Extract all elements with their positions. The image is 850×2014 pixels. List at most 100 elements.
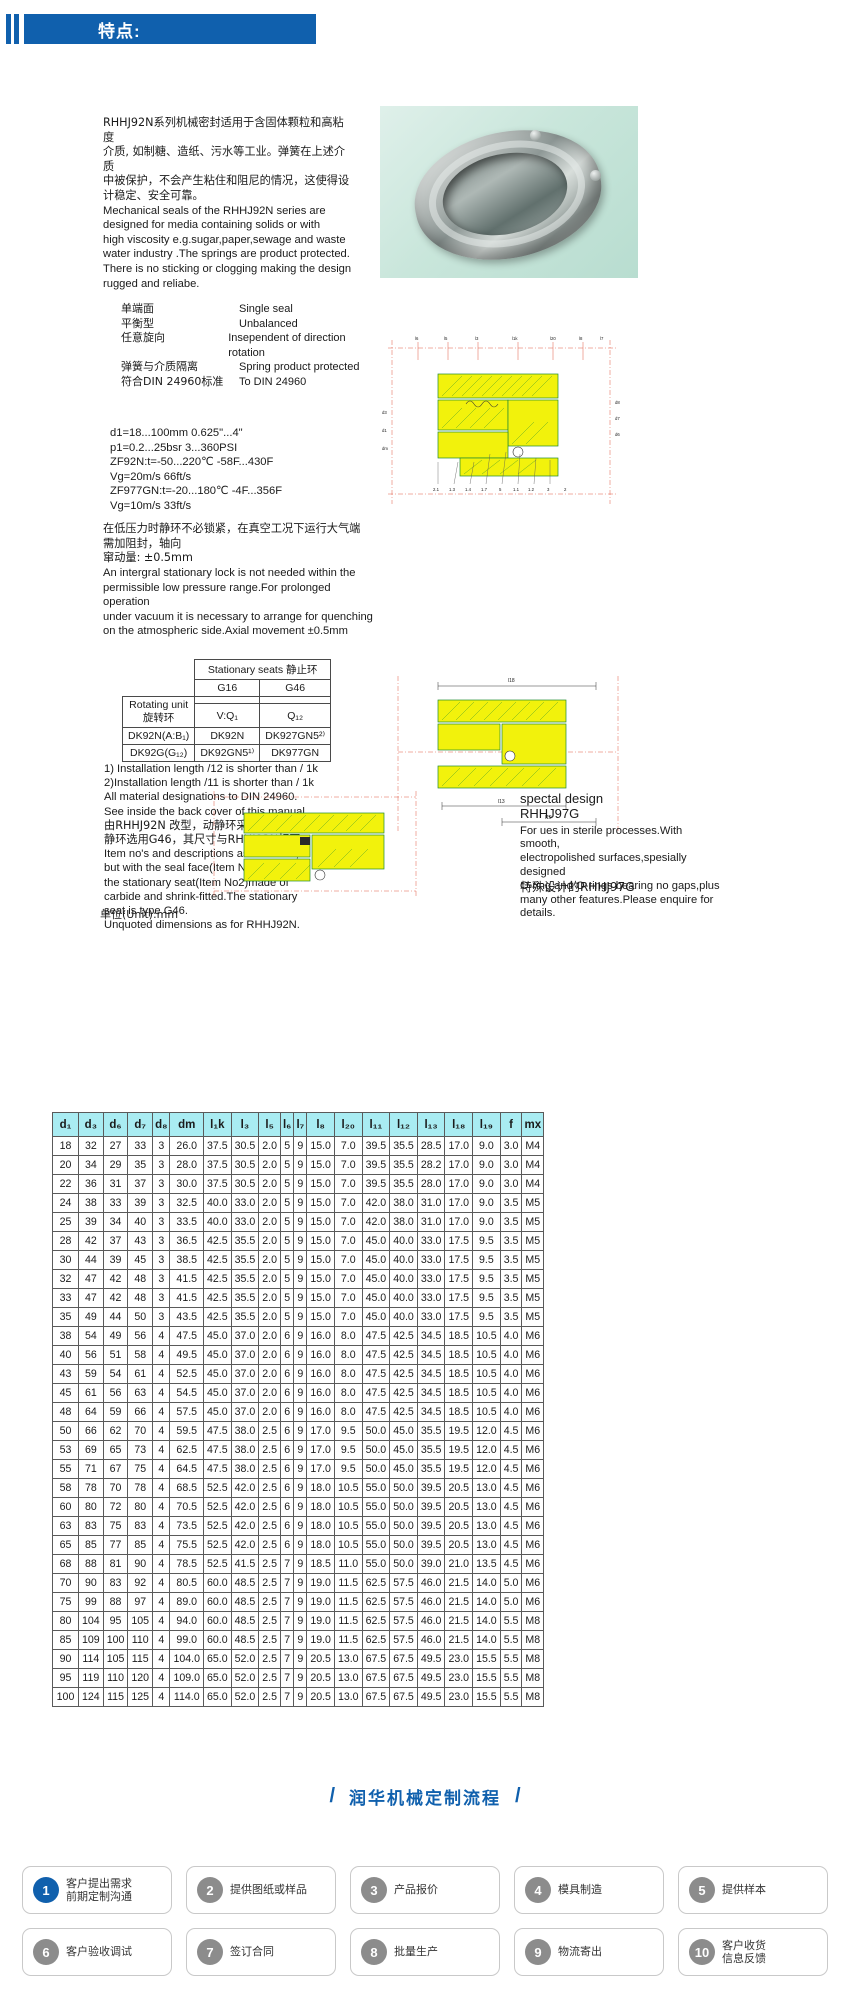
dimension-cell: 39 <box>127 1193 154 1213</box>
dimension-cell: 6 <box>279 1345 295 1365</box>
flow-step-card[interactable]: 7 签订合同 <box>186 1928 336 1976</box>
dimension-cell: 50.0 <box>389 1516 418 1536</box>
spec-pair-cn: 单端面 <box>121 302 154 315</box>
flow-step-card[interactable]: 3 产品报价 <box>350 1866 500 1914</box>
flow-step-number: 1 <box>33 1877 59 1903</box>
dimension-cell: 33.0 <box>230 1193 260 1213</box>
dimension-cell: 35 <box>127 1155 154 1175</box>
dimension-cell: 20.5 <box>306 1668 335 1688</box>
dimension-cell: 17.5 <box>444 1269 474 1289</box>
dimension-cell: 19.5 <box>444 1421 474 1441</box>
flow-step-card[interactable]: 6 客户验收调试 <box>22 1928 172 1976</box>
dimension-cell: 15.5 <box>472 1649 501 1669</box>
spec-pair-en: Insependent of direction rotation <box>228 332 346 359</box>
flow-step-card[interactable]: 4 模具制造 <box>514 1866 664 1914</box>
dimension-cell: 34.5 <box>416 1326 446 1346</box>
dimension-cell: 55.0 <box>361 1478 391 1498</box>
dimension-cell: 35.5 <box>230 1288 260 1308</box>
dimension-cell: 19.0 <box>306 1611 335 1631</box>
svg-text:5: 5 <box>499 487 502 492</box>
dimension-cell: 3 <box>152 1155 171 1175</box>
dimension-cell: 45.0 <box>203 1383 232 1403</box>
dimension-cell: M4 <box>521 1136 545 1156</box>
dimension-table-header-row: d₁ d₃ d₆ d₇ d₈ dm l₁k l₃ l₅ l₆ l₇ l₈ l₂₀ l₁₁ l₁₂ l₁₃ l₁₈… <box>52 1112 545 1137</box>
dimension-cell: 27 <box>102 1136 129 1156</box>
dimension-cell: M6 <box>521 1535 545 1555</box>
flow-step-label: 签订合同 <box>230 1945 274 1959</box>
dimension-cell: 40.0 <box>203 1193 232 1213</box>
dimension-cell: 6 <box>279 1364 295 1384</box>
dimension-cell: 50 <box>127 1307 154 1327</box>
dimension-cell: 52.5 <box>203 1535 232 1555</box>
dimension-cell: 9 <box>293 1459 308 1479</box>
flow-step-card[interactable]: 2 提供图纸或样品 <box>186 1866 336 1914</box>
flow-step-number: 2 <box>197 1877 223 1903</box>
vacuum-note-cn-line: 窜动量: ±0.5mm <box>103 551 193 565</box>
flow-title: 润华机械定制流程 <box>349 1789 501 1809</box>
materials-cell: DK927GN5²⁾ <box>259 727 332 745</box>
flow-step-card[interactable]: 8 批量生产 <box>350 1928 500 1976</box>
flow-step-card[interactable]: 10 客户收货 信息反馈 <box>678 1928 828 1976</box>
dimension-cell: 57.5 <box>389 1573 418 1593</box>
dimension-cell: 41.5 <box>230 1554 260 1574</box>
dimension-cell: 110 <box>127 1630 154 1650</box>
dimension-cell: 7 <box>279 1611 295 1631</box>
dimension-cell: 80.5 <box>169 1573 204 1593</box>
dimension-cell: 125 <box>127 1687 154 1707</box>
flow-step-card[interactable]: 1 客户提出需求 前期定制沟通 <box>22 1866 172 1914</box>
vacuum-note-chinese: 在低压力时静环不必锁紧，在真空工况下运行大气端需加阻封，轴向 窜动量: ±0.5… <box>103 522 368 566</box>
materials-rotating-header-cn: 旋转环 <box>142 712 175 724</box>
dimension-cell: 2.5 <box>258 1592 281 1612</box>
dimension-cell: 70.5 <box>169 1497 204 1517</box>
dimension-cell: 65.0 <box>203 1649 232 1669</box>
dimension-cell: 8.0 <box>333 1364 363 1384</box>
dimension-column-header: l₁₂ <box>389 1112 418 1137</box>
dimension-cell: 17.0 <box>444 1155 474 1175</box>
dimension-cell: 7.0 <box>333 1307 363 1327</box>
dimension-cell: 9.0 <box>472 1174 501 1194</box>
dimension-cell: 37.0 <box>230 1402 260 1422</box>
dimension-cell: 50.0 <box>389 1497 418 1517</box>
dimension-cell: 35 <box>52 1307 79 1327</box>
dimension-cell: 9.5 <box>472 1307 501 1327</box>
dimension-table: d₁ d₃ d₆ d₇ d₈ dm l₁k l₃ l₅ l₆ l₇ l₈ l₂₀ l₁₁ l₁₂ l₁₃ l₁₈… <box>52 1112 545 1707</box>
dimension-cell: 20.5 <box>444 1497 474 1517</box>
dimension-cell: 4 <box>152 1516 171 1536</box>
dimension-cell: 45.0 <box>361 1307 391 1327</box>
dimension-cell: 10.5 <box>472 1364 501 1384</box>
flow-step-label: 提供图纸或样品 <box>230 1883 307 1897</box>
flow-step-card[interactable]: 9 物流寄出 <box>514 1928 664 1976</box>
dimension-cell: 9 <box>293 1440 308 1460</box>
spec-pair-row: 任意旋向 Insependent of direction rotation <box>121 331 371 360</box>
dimension-cell: 73 <box>127 1440 154 1460</box>
dimension-cell: 42.0 <box>361 1193 391 1213</box>
dimension-cell: 75 <box>127 1459 154 1479</box>
dimension-cell: M5 <box>521 1250 545 1270</box>
header-accent-bars <box>6 14 19 44</box>
dimension-cell: 45.0 <box>389 1421 418 1441</box>
dimension-cell: 8.0 <box>333 1326 363 1346</box>
dimension-cell: 42.0 <box>230 1497 260 1517</box>
dimension-cell: M8 <box>521 1649 545 1669</box>
dimension-cell: 4.5 <box>499 1459 523 1479</box>
flow-step-card[interactable]: 5 提供样本 <box>678 1866 828 1914</box>
dimension-cell: 4 <box>152 1554 171 1574</box>
footnote-line: Unquoted dimensions as for RHHJ92N. <box>104 919 300 932</box>
table-row: 24 38 33 39 3 32.5 40.0 33.0 2.0 5 9 15.0 7.0 42.0 38.… <box>52 1193 545 1213</box>
vacuum-note-en-line: on the atmospheric side.Axial movement ±… <box>103 625 348 638</box>
dimension-cell: 4 <box>152 1497 171 1517</box>
dimension-cell: 39.5 <box>416 1535 446 1555</box>
spec-pair-row: 平衡型 Unbalanced <box>121 317 371 332</box>
dimension-cell: 2.5 <box>258 1459 281 1479</box>
dimension-cell: 19.0 <box>306 1630 335 1650</box>
dimension-cell: 46.0 <box>416 1611 446 1631</box>
dimension-cell: 100 <box>102 1630 129 1650</box>
dimension-column-header: d₇ <box>127 1112 154 1137</box>
intro-cn-line: RHHJ92N系列机械密封适用于含固体颗粒和高粘度 <box>103 116 344 144</box>
page-header: 特点: <box>0 14 850 44</box>
table-row: 32 47 42 48 3 41.5 42.5 35.5 2.0 5 9 15.0 7.0 45.0 40.… <box>52 1269 545 1289</box>
table-row: 53 69 65 73 4 62.5 47.5 38.0 2.5 6 9 17.0 9.5 50.0 45.… <box>52 1440 545 1460</box>
spec-pair-list: 单端面 Single seal 平衡型 Unbalanced 任意旋向 Inse… <box>121 302 371 389</box>
table-row: 43 59 54 61 4 52.5 45.0 37.0 2.0 6 9 16.0 8.0 47.5 42.… <box>52 1364 545 1384</box>
dimension-cell: 23.0 <box>444 1668 474 1688</box>
